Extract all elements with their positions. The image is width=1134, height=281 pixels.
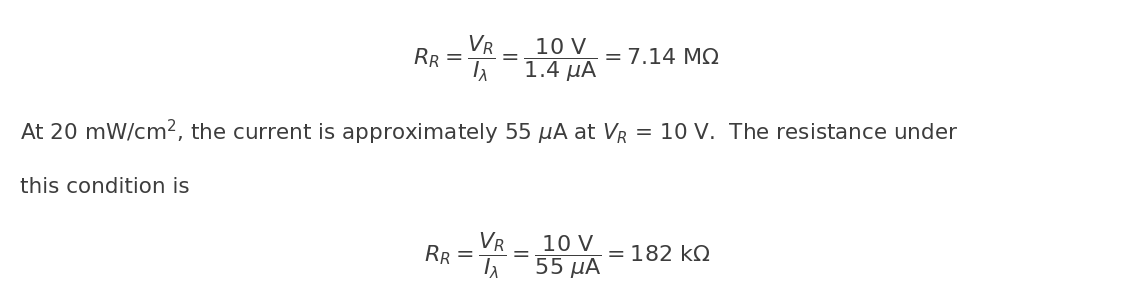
Text: this condition is: this condition is [20,177,191,197]
Text: $R_R = \dfrac{V_R}{I_\lambda} = \dfrac{10\ \mathrm{V}}{1.4\ \mu\mathrm{A}} = 7.1: $R_R = \dfrac{V_R}{I_\lambda} = \dfrac{1… [414,34,720,84]
Text: $R_R = \dfrac{V_R}{I_\lambda} = \dfrac{10\ \mathrm{V}}{55\ \mu\mathrm{A}} = 182\: $R_R = \dfrac{V_R}{I_\lambda} = \dfrac{1… [424,230,710,281]
Text: At 20 mW/cm$^2$, the current is approximately 55 $\mu$A at $V_R$ = 10 V.  The re: At 20 mW/cm$^2$, the current is approxim… [20,118,958,147]
